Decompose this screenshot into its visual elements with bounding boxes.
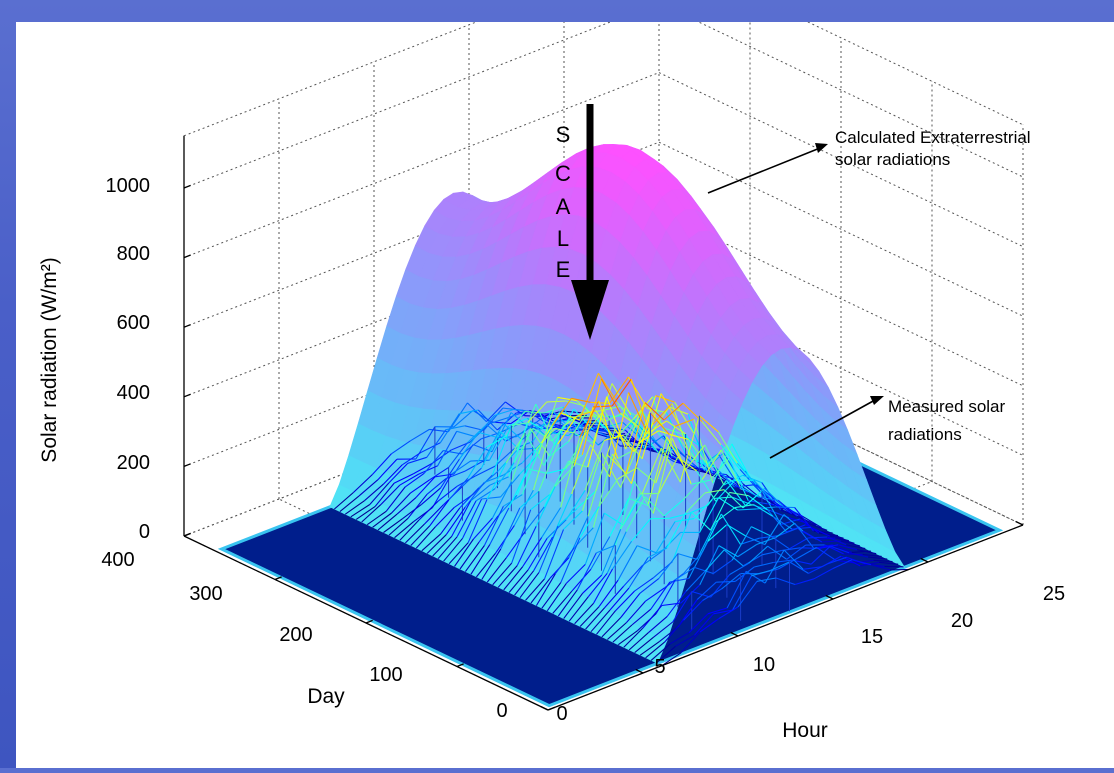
hour-tick-label: 25 — [1043, 583, 1065, 605]
day-tick-label: 200 — [279, 624, 312, 646]
y-axis-label: Day — [307, 685, 345, 708]
day-tick-label: 300 — [189, 583, 222, 605]
annotation-arrow — [708, 148, 820, 193]
z-tick-label: 0 — [139, 521, 150, 543]
z-tick — [184, 185, 191, 188]
z-axis-label: Solar radiation (W/m²) — [38, 257, 61, 462]
day-tick-label: 100 — [369, 664, 402, 686]
surface-chart: Solar radiation (W/m²) Hour Day 0 200 40… — [16, 22, 1114, 768]
z-tick-label: 800 — [117, 243, 150, 265]
annotation-arrowhead — [870, 396, 884, 405]
grid-line — [659, 22, 1023, 125]
z-tick-label: 400 — [117, 382, 150, 404]
day-tick-label: 400 — [101, 549, 134, 571]
z-tick-label: 600 — [117, 312, 150, 334]
day-tick — [548, 707, 555, 710]
annotation-label: Calculated Extraterrestrial — [835, 128, 1031, 147]
x-axis-label: Hour — [782, 719, 828, 742]
hour-tick-label: 0 — [556, 703, 567, 725]
scale-letter: A — [556, 194, 571, 219]
scale-letter: C — [555, 161, 571, 186]
day-tick-label: 0 — [496, 700, 507, 722]
hour-tick — [1016, 522, 1023, 525]
hour-tick-label: 20 — [951, 610, 973, 632]
hour-tick-label: 5 — [654, 656, 665, 678]
hour-tick-label: 15 — [861, 626, 883, 648]
z-tick — [184, 464, 191, 467]
z-tick-label: 200 — [117, 452, 150, 474]
annotation-label: radiations — [888, 425, 962, 444]
mesh-segment — [571, 429, 590, 430]
scale-letter: L — [557, 226, 569, 251]
hour-tick — [541, 707, 548, 710]
scale-letter: E — [556, 257, 571, 282]
z-tick — [184, 325, 191, 328]
scale-letter: S — [556, 122, 571, 147]
annotation-label: Measured solar — [888, 397, 1006, 416]
chart-panel: Solar radiation (W/m²) Hour Day 0 200 40… — [16, 22, 1114, 768]
mesh-segment — [776, 507, 795, 508]
day-tick — [184, 533, 191, 536]
z-tick-label: 1000 — [106, 175, 151, 197]
annotation-arrowhead — [815, 143, 828, 153]
annotation-label: solar radiations — [835, 150, 950, 169]
hour-tick-label: 10 — [753, 654, 775, 676]
z-tick — [184, 255, 191, 258]
extraterrestrial-annotation: Calculated Extraterrestrial solar radiat… — [708, 128, 1031, 193]
z-tick — [184, 394, 191, 397]
